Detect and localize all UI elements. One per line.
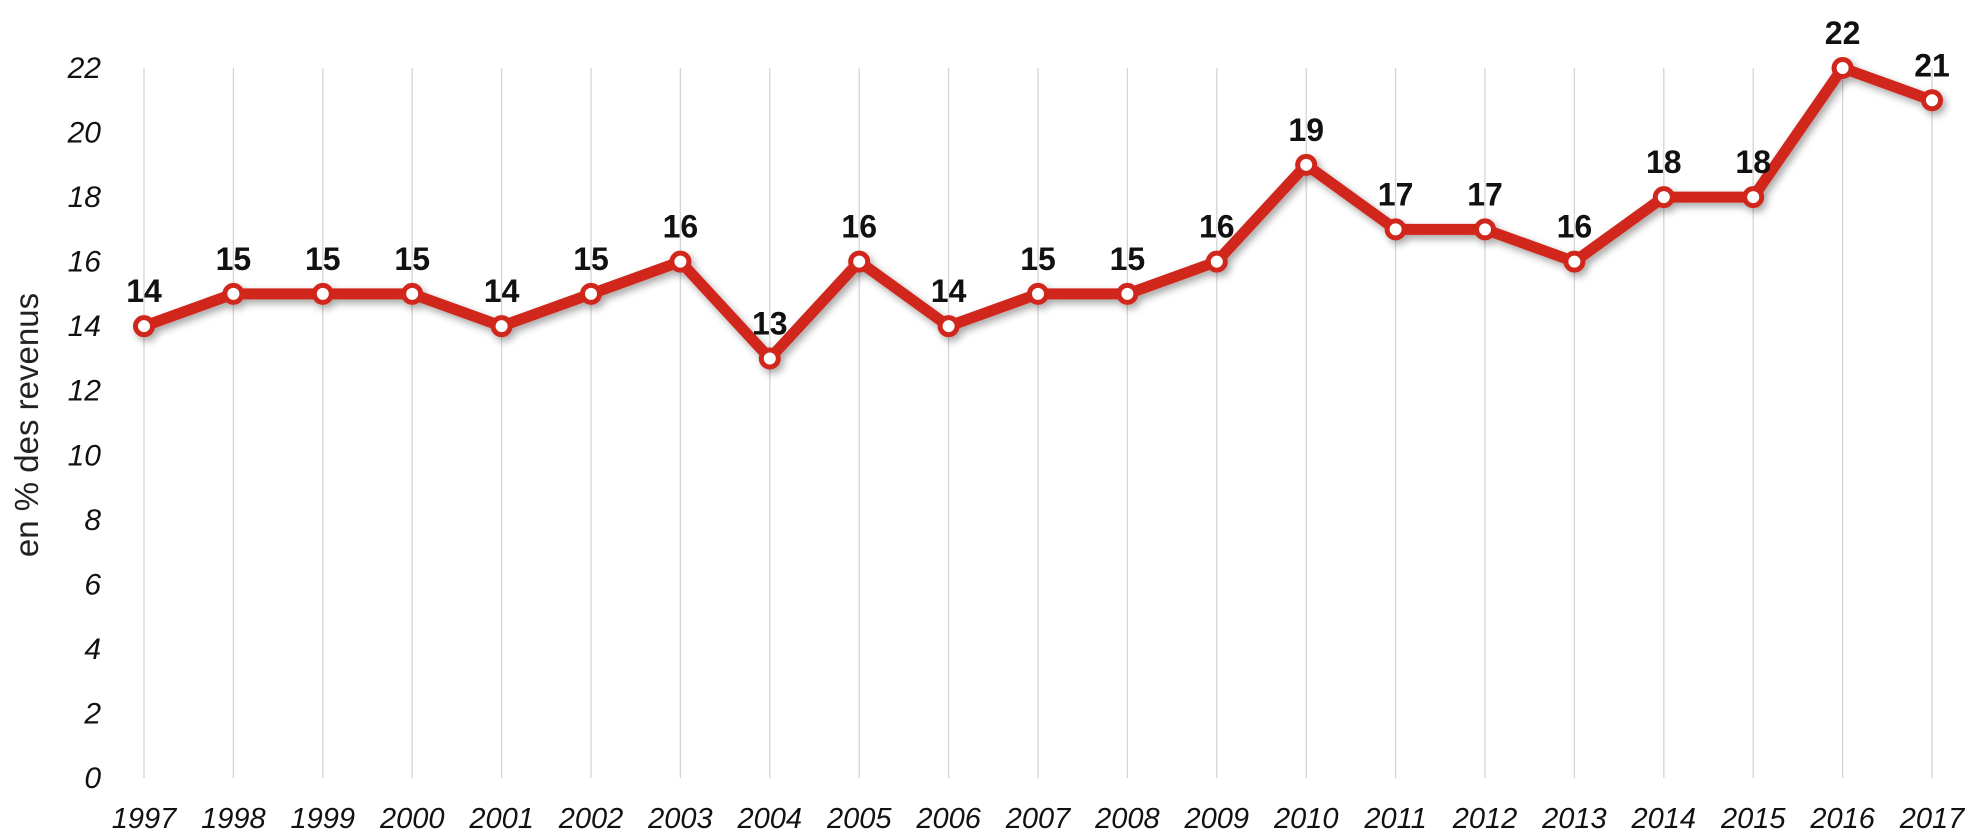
y-tick-8: 8 (84, 504, 101, 537)
x-tick-2011: 2011 (1363, 803, 1426, 835)
data-label-2000: 15 (394, 241, 430, 277)
x-tick-2006: 2006 (915, 803, 981, 835)
x-tick-2005: 2005 (826, 803, 892, 835)
data-label-2001: 14 (484, 273, 520, 309)
x-tick-2014: 2014 (1631, 803, 1697, 835)
point-2012 (1474, 218, 1496, 241)
point-2014 (1652, 186, 1675, 209)
point-2002 (580, 282, 602, 305)
y-tick-6: 6 (84, 568, 101, 601)
x-tick-2003: 2003 (647, 803, 713, 835)
vertical-gridlines (143, 68, 1933, 778)
x-tick-2000: 2000 (379, 803, 445, 835)
data-label-2009: 16 (1199, 209, 1235, 245)
point-2000 (401, 282, 424, 305)
y-tick-18: 18 (68, 181, 102, 214)
point-2003 (669, 250, 692, 273)
data-label-2012: 17 (1467, 176, 1503, 212)
data-label-2005: 16 (841, 209, 877, 245)
point-2010 (1295, 153, 1318, 176)
y-tick-14: 14 (68, 310, 101, 343)
y-tick-2: 2 (83, 697, 101, 730)
point-2004 (758, 347, 781, 370)
point-2009 (1205, 250, 1228, 273)
point-1997 (133, 315, 155, 338)
x-tick-2007: 2007 (1005, 803, 1072, 835)
y-tick-16: 16 (68, 246, 102, 279)
data-label-1998: 15 (216, 241, 252, 277)
point-2006 (937, 315, 960, 338)
x-axis-ticks: 1997 1998 1999 2000 2001 2002 2003 2004 2005 2006… (112, 803, 1966, 835)
data-labels: 14 15 15 15 14 15 16 13 16 14 15 15 16 19 17 17 16 18 18 22… (126, 15, 1950, 341)
data-label-2006: 14 (931, 273, 967, 309)
point-2016 (1831, 57, 1854, 79)
data-label-2014: 18 (1646, 144, 1682, 180)
x-tick-1997: 1997 (112, 803, 178, 835)
x-tick-2015: 2015 (1720, 803, 1786, 835)
x-tick-1998: 1998 (201, 803, 266, 835)
y-tick-20: 20 (67, 117, 102, 150)
x-tick-2017: 2017 (1899, 803, 1966, 835)
point-1998 (222, 282, 245, 305)
data-label-2004: 13 (752, 305, 788, 341)
data-label-2015: 18 (1735, 144, 1771, 180)
series-layer (133, 57, 1943, 370)
x-tick-2004: 2004 (737, 803, 803, 835)
point-2017 (1921, 89, 1943, 112)
point-2015 (1742, 186, 1765, 209)
y-tick-4: 4 (84, 633, 101, 666)
x-tick-2013: 2013 (1541, 803, 1607, 835)
x-tick-2001: 2001 (468, 803, 534, 835)
x-tick-2016: 2016 (1809, 803, 1875, 835)
data-label-2013: 16 (1557, 209, 1593, 245)
y-tick-12: 12 (68, 375, 102, 408)
data-label-1997: 14 (126, 273, 162, 309)
data-label-2007: 15 (1020, 241, 1056, 277)
x-tick-1999: 1999 (291, 803, 356, 835)
x-tick-2010: 2010 (1273, 803, 1339, 835)
point-2005 (848, 250, 871, 273)
point-2008 (1116, 282, 1139, 305)
x-tick-2002: 2002 (558, 803, 624, 835)
point-2011 (1384, 218, 1407, 241)
point-1999 (311, 282, 334, 305)
x-tick-2008: 2008 (1094, 803, 1160, 835)
data-label-2002: 15 (573, 241, 609, 277)
data-label-2010: 19 (1288, 112, 1324, 148)
point-2007 (1027, 282, 1049, 305)
data-label-2003: 16 (663, 209, 699, 245)
y-axis-label: en % des revenus (8, 293, 45, 557)
x-tick-2012: 2012 (1452, 803, 1518, 835)
data-label-2011: 17 (1378, 176, 1414, 212)
point-2001 (490, 315, 513, 338)
data-label-2017: 21 (1914, 47, 1950, 83)
y-tick-0: 0 (84, 762, 101, 795)
x-tick-2009: 2009 (1184, 803, 1250, 835)
data-label-2016: 22 (1825, 15, 1861, 51)
point-2013 (1563, 250, 1586, 273)
y-tick-10: 10 (68, 439, 102, 472)
data-label-2008: 15 (1110, 241, 1146, 277)
data-label-1999: 15 (305, 241, 341, 277)
y-tick-22: 22 (67, 52, 102, 85)
y-axis-ticks: 0 2 4 6 8 10 12 14 16 18 20 22 (67, 52, 102, 795)
